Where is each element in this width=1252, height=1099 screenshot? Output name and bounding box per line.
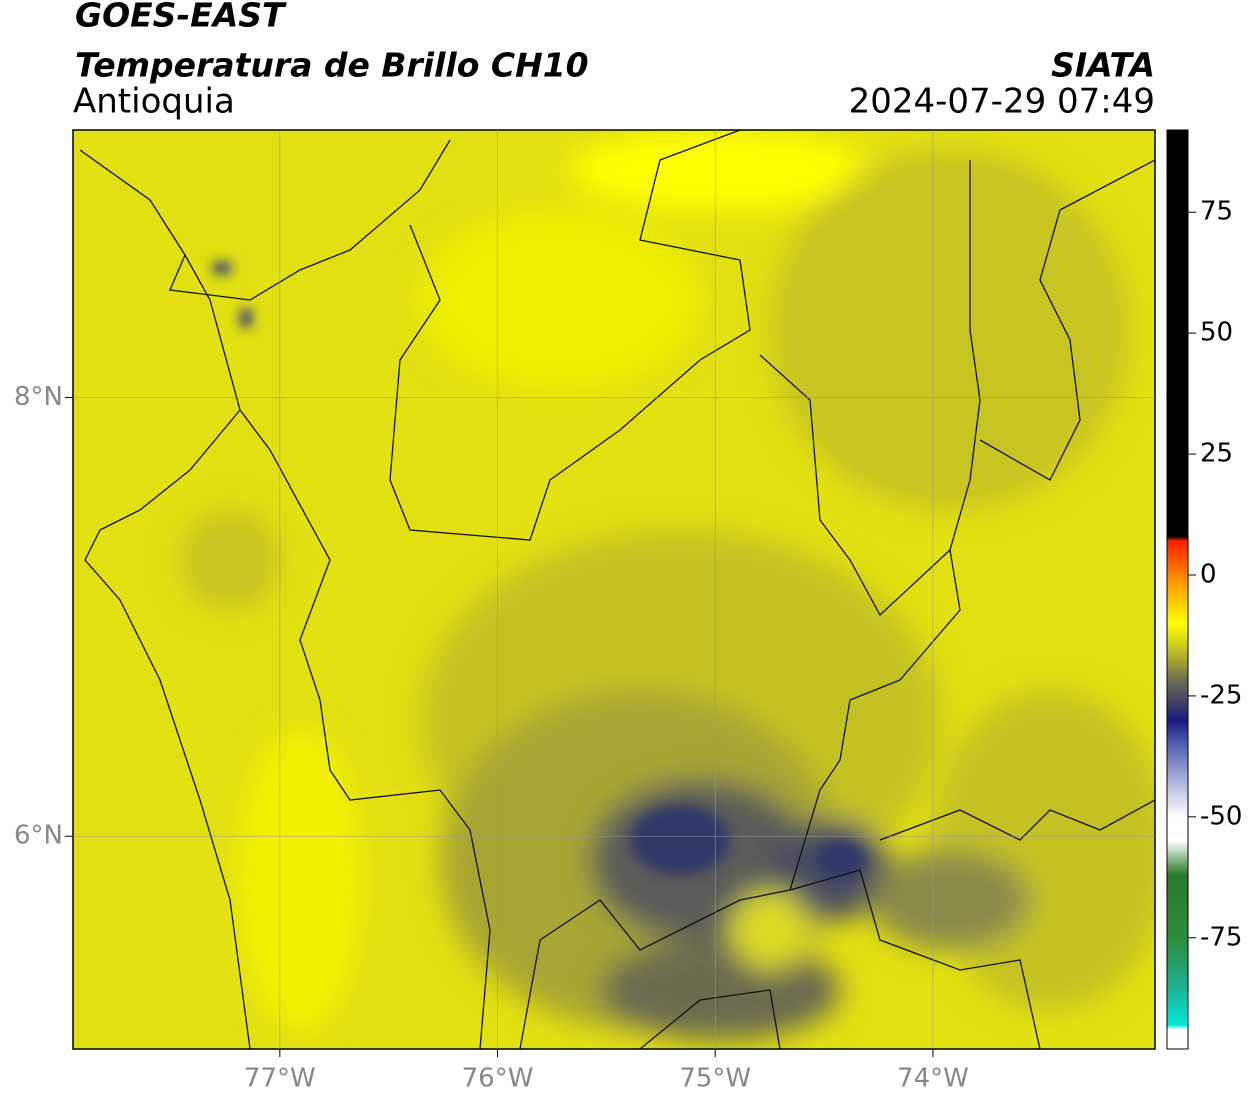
datetime: 2024-07-29 07:49 — [849, 82, 1155, 122]
region: Antioquia — [73, 82, 235, 122]
x-tick-label: 76°W — [462, 1064, 534, 1094]
y-tick-label: 8°N — [14, 382, 63, 412]
title: GOES-EAST — [75, 0, 287, 35]
y-tick-label: 6°N — [14, 821, 63, 851]
colorbar-tick-label: 50 — [1200, 318, 1233, 348]
colorbar-tick-label: -50 — [1200, 801, 1242, 831]
colorbar-tick-label: 25 — [1200, 439, 1233, 469]
colorbar-tick-label: -75 — [1200, 922, 1242, 952]
x-tick-label: 77°W — [244, 1064, 316, 1094]
source: SIATA — [1051, 46, 1155, 85]
map-frame — [72, 129, 1156, 1050]
colorbar-tick-label: 75 — [1200, 197, 1233, 227]
colorbar — [1166, 129, 1189, 1050]
x-tick-label: 74°W — [897, 1064, 969, 1094]
x-tick-label: 75°W — [679, 1064, 751, 1094]
colorbar-tick-label: 0 — [1200, 559, 1217, 589]
colorbar-tick-label: -25 — [1200, 680, 1242, 710]
subtitle: Temperatura de Brillo CH10 — [75, 46, 589, 85]
map-image — [73, 130, 1155, 1049]
